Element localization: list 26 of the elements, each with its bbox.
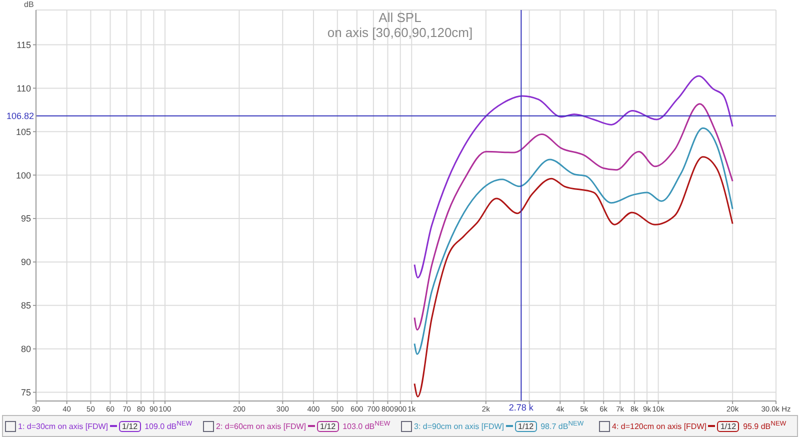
text: 1/12	[122, 422, 138, 430]
y-tick-label: 105	[16, 126, 31, 137]
y-tick-label: 110	[16, 83, 31, 94]
y-axis-title: dB	[24, 0, 34, 9]
ref-line-label: 106.82	[6, 111, 34, 122]
text: 103.0 dB$^{NEW}$	[342, 420, 390, 432]
text: 1/12	[320, 422, 336, 430]
text: 1/12	[720, 422, 736, 430]
text: 109.0 dB$^{NEW}$	[144, 420, 192, 432]
text: 2: d=60cm on axis [FDW]	[216, 422, 306, 430]
y-tick-label: 115	[16, 40, 31, 50]
chart-title: All SPL	[378, 10, 422, 25]
text: on axis [30,60,90,120cm]	[326, 25, 474, 40]
text: 95.9 dB$^{NEW}$	[743, 420, 786, 432]
text: 98.7 dB$^{NEW}$	[540, 420, 584, 432]
y-tick-label: 100	[16, 170, 31, 180]
y-tick-label: 85	[20, 300, 31, 311]
y-tick-label: 80	[20, 344, 31, 354]
text: 1: d=30cm on axis [FDW]	[18, 422, 108, 430]
y-tick-label: 90	[20, 257, 31, 268]
ref-line-label: 2.78 k	[508, 402, 534, 412]
text: 3: d=90cm on axis [FDW]	[414, 422, 504, 430]
text: 1/12	[518, 422, 534, 430]
y-tick-label: 75	[20, 388, 31, 398]
text: 4: d=120cm on axis [FDW]	[612, 422, 706, 430]
y-tick-label: 95	[20, 214, 31, 224]
